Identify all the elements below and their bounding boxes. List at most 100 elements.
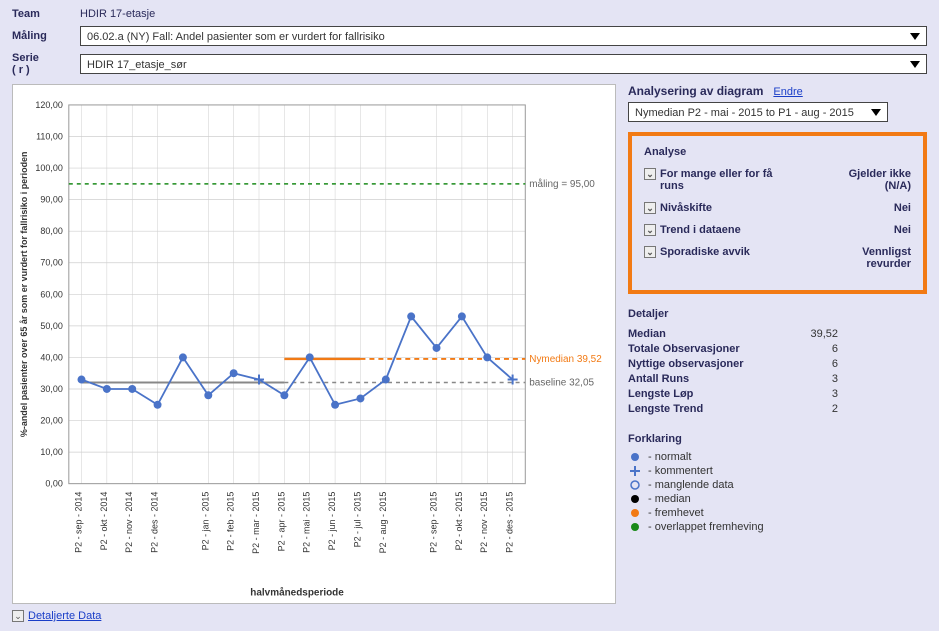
detail-row-value: 6 xyxy=(832,358,838,370)
detail-row-label: Totale Observasjoner xyxy=(628,343,740,355)
svg-text:P2 - okt - 2015: P2 - okt - 2015 xyxy=(454,492,464,551)
detail-row-value: 39,52 xyxy=(810,328,838,340)
analyse-row-label: Trend i dataene xyxy=(660,224,741,236)
detail-row-value: 3 xyxy=(832,373,838,385)
serie-select[interactable]: HDIR 17_etasje_sør xyxy=(80,54,927,74)
legend-swatch-icon xyxy=(628,507,642,519)
svg-text:50,00: 50,00 xyxy=(40,321,62,331)
team-value: HDIR 17-etasje xyxy=(80,8,155,20)
legend-swatch-icon xyxy=(628,521,642,533)
analyse-row-label: For mange eller for få runs xyxy=(660,168,794,192)
svg-text:P2 - jun - 2015: P2 - jun - 2015 xyxy=(327,492,337,551)
svg-text:10,00: 10,00 xyxy=(40,447,62,457)
chevron-icon[interactable]: ⌄ xyxy=(644,246,656,258)
analyse-row-value: Nei xyxy=(894,202,911,214)
svg-text:P2 - des - 2014: P2 - des - 2014 xyxy=(150,492,160,553)
legend-label: - manglende data xyxy=(648,479,734,491)
legend-box: Forklaring - normalt - kommentert - mangle… xyxy=(628,433,927,533)
analyse-row: ⌄ For mange eller for få runs Gjelder ikke… xyxy=(644,168,911,192)
legend-label: - kommentert xyxy=(648,465,713,477)
svg-text:P2 - apr - 2015: P2 - apr - 2015 xyxy=(276,492,286,552)
svg-text:baseline 32,05: baseline 32,05 xyxy=(529,378,594,389)
details-heading: Detaljer xyxy=(628,308,927,320)
analyse-row-label: Sporadiske avvik xyxy=(660,246,750,258)
detail-row: Totale Observasjoner 6 xyxy=(628,343,838,355)
chevron-icon[interactable]: ⌄ xyxy=(644,224,656,236)
serie-label: Serie ( r ) xyxy=(12,52,80,76)
svg-text:P2 - des - 2015: P2 - des - 2015 xyxy=(505,492,515,553)
analyse-row-value: Nei xyxy=(894,224,911,236)
analyse-row-value: Gjelder ikke (N/A) xyxy=(821,168,911,192)
svg-text:P2 - aug - 2015: P2 - aug - 2015 xyxy=(378,492,388,554)
legend-label: - median xyxy=(648,493,691,505)
analyse-row: ⌄ Sporadiske avvik Vennligst revurder xyxy=(644,246,911,270)
svg-text:P2 - feb - 2015: P2 - feb - 2015 xyxy=(226,492,236,551)
detail-row-label: Antall Runs xyxy=(628,373,689,385)
legend-swatch-icon xyxy=(628,465,642,477)
svg-text:halvmånedsperiode: halvmånedsperiode xyxy=(250,587,344,598)
svg-text:P2 - nov - 2015: P2 - nov - 2015 xyxy=(479,492,489,553)
maling-label: Måling xyxy=(12,30,80,42)
team-label: Team xyxy=(12,8,80,20)
maling-select-value: 06.02.a (NY) Fall: Andel pasienter som e… xyxy=(87,31,385,43)
analyse-box: Analyse ⌄ For mange eller for få runs Gjel… xyxy=(628,132,927,294)
svg-text:Nymedian 39,52: Nymedian 39,52 xyxy=(529,354,602,365)
detail-row: Lengste Løp 3 xyxy=(628,388,838,400)
svg-text:måling = 95,00: måling = 95,00 xyxy=(529,179,595,190)
legend-row: - overlappet fremheving xyxy=(628,521,927,533)
svg-text:P2 - mai - 2015: P2 - mai - 2015 xyxy=(302,492,312,553)
analyse-row-value: Vennligst revurder xyxy=(821,246,911,270)
svg-text:P2 - okt - 2014: P2 - okt - 2014 xyxy=(99,492,109,551)
svg-text:P2 - nov - 2014: P2 - nov - 2014 xyxy=(124,492,134,553)
detail-row-value: 6 xyxy=(832,343,838,355)
svg-text:20,00: 20,00 xyxy=(40,416,62,426)
range-select[interactable]: Nymedian P2 - mai - 2015 to P1 - aug - 2… xyxy=(628,102,888,122)
analyse-heading: Analyse xyxy=(644,146,911,158)
svg-text:P2 - jan - 2015: P2 - jan - 2015 xyxy=(200,492,210,551)
svg-text:70,00: 70,00 xyxy=(40,258,62,268)
legend-swatch-icon xyxy=(628,479,642,491)
analyse-row-label: Nivåskifte xyxy=(660,202,712,214)
legend-label: - normalt xyxy=(648,451,691,463)
detail-row-label: Nyttige observasjoner xyxy=(628,358,744,370)
legend-swatch-icon xyxy=(628,451,642,463)
svg-text:%-andel pasienter over 65 år s: %-andel pasienter over 65 år som er vurd… xyxy=(19,151,29,437)
details-box: Detaljer Median 39,52 Totale Observasjoner… xyxy=(628,308,927,415)
svg-text:120,00: 120,00 xyxy=(35,100,62,110)
detail-row-label: Median xyxy=(628,328,666,340)
detail-row: Nyttige observasjoner 6 xyxy=(628,358,838,370)
detail-row-label: Lengste Løp xyxy=(628,388,693,400)
svg-text:80,00: 80,00 xyxy=(40,226,62,236)
svg-text:60,00: 60,00 xyxy=(40,289,62,299)
analyse-row: ⌄ Trend i dataene Nei xyxy=(644,224,911,236)
chevron-icon[interactable]: ⌄ xyxy=(644,168,656,180)
svg-text:P2 - sep - 2015: P2 - sep - 2015 xyxy=(429,492,439,553)
svg-text:P2 - sep - 2014: P2 - sep - 2014 xyxy=(73,492,83,553)
detail-row-value: 2 xyxy=(832,403,838,415)
svg-text:110,00: 110,00 xyxy=(36,131,63,141)
legend-row: - manglende data xyxy=(628,479,927,491)
legend-row: - normalt xyxy=(628,451,927,463)
svg-text:30,00: 30,00 xyxy=(40,384,62,394)
detail-row-label: Lengste Trend xyxy=(628,403,703,415)
detailed-data-link[interactable]: Detaljerte Data xyxy=(28,610,101,622)
legend-heading: Forklaring xyxy=(628,433,927,445)
legend-label: - overlappet fremheving xyxy=(648,521,764,533)
legend-swatch-icon xyxy=(628,493,642,505)
run-chart: 0,0010,0020,0030,0040,0050,0060,0070,008… xyxy=(12,84,616,604)
chevron-icon[interactable]: ⌄ xyxy=(644,202,656,214)
serie-select-value: HDIR 17_etasje_sør xyxy=(87,59,187,71)
analyse-row: ⌄ Nivåskifte Nei xyxy=(644,202,911,214)
detail-row: Antall Runs 3 xyxy=(628,373,838,385)
maling-select[interactable]: 06.02.a (NY) Fall: Andel pasienter som e… xyxy=(80,26,927,46)
svg-text:0,00: 0,00 xyxy=(45,479,62,489)
legend-label: - fremhevet xyxy=(648,507,704,519)
svg-text:P2 - jul - 2015: P2 - jul - 2015 xyxy=(352,492,362,548)
change-link[interactable]: Endre xyxy=(773,86,802,98)
legend-row: - median xyxy=(628,493,927,505)
expand-icon[interactable]: ⌄ xyxy=(12,610,24,622)
legend-row: - fremhevet xyxy=(628,507,927,519)
svg-text:P2 - mar - 2015: P2 - mar - 2015 xyxy=(251,492,261,554)
detail-row: Median 39,52 xyxy=(628,328,838,340)
detail-row-value: 3 xyxy=(832,388,838,400)
